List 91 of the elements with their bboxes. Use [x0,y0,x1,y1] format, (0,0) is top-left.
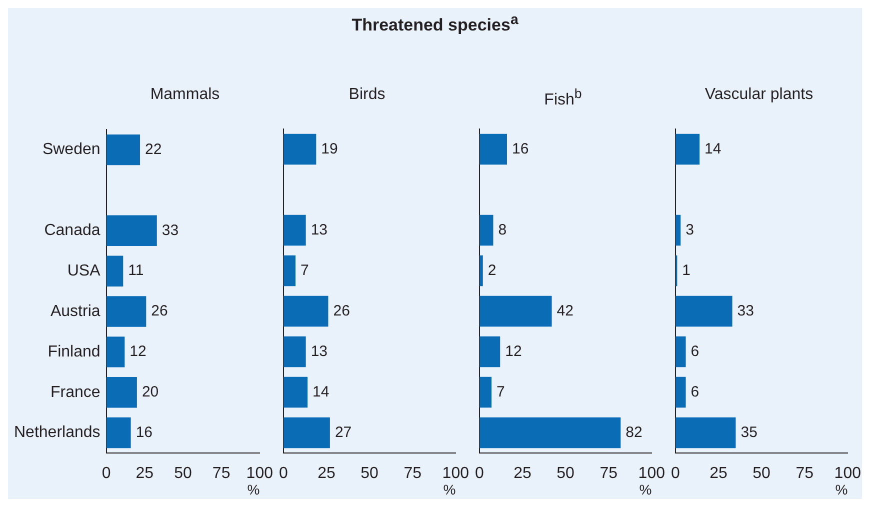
bar [479,376,492,408]
x-tick-label: 75 [600,465,618,482]
y-tick-label: France [50,384,100,401]
y-tick-label: USA [67,262,101,280]
x-tick-label: 0 [670,465,680,482]
y-tick-label: Finland [48,343,100,360]
data-label: 26 [151,302,168,320]
data-label: 7 [300,262,309,279]
bar [106,377,137,408]
data-label: 2 [488,262,496,279]
data-label: 13 [310,342,328,360]
x-tick-label: 100 [638,465,666,482]
bar [283,296,328,327]
data-label: 42 [556,302,574,320]
data-label: 13 [310,221,328,238]
bar [283,255,296,286]
bar [106,215,157,246]
bar [283,336,306,368]
data-label: 7 [496,383,505,400]
x-tick-label: 75 [796,465,814,482]
bar [283,376,308,408]
x-tick-label: 25 [514,465,532,482]
chart-title: Mammals [149,86,221,105]
x-axis-title: % [247,481,260,498]
data-label: 12 [130,343,146,360]
data-label: 8 [498,221,507,238]
x-tick-label: 50 [556,465,575,482]
x-tick-label: 0 [474,465,484,482]
bar [675,134,700,165]
x-tick-label: 0 [102,465,111,482]
bar [106,336,125,368]
bar [675,417,736,448]
data-label: 3 [686,221,694,238]
chart-title: Fish$^{b}$ [543,86,583,110]
bar [106,256,124,286]
bar [479,214,494,246]
y-tick-label: Austria [50,302,100,320]
data-label: 6 [690,342,700,360]
data-label: 20 [142,384,159,401]
bar [675,214,681,246]
bar [106,417,131,448]
data-label: 82 [626,424,642,441]
bar [106,296,146,327]
data-label: 27 [334,424,352,441]
chart-title: Birds [348,86,386,105]
bar [479,417,621,448]
data-label: 12 [505,342,522,360]
x-tick-label: 75 [212,465,230,482]
y-tick-label: Canada [44,222,100,240]
x-tick-label: 100 [246,465,274,482]
bar [283,417,330,448]
bar [479,255,483,286]
chart-title: Vascular plants [704,86,814,105]
x-tick-label: 50 [174,465,192,482]
text: Threatened species$^{a}$ [350,12,520,36]
data-label: 14 [312,383,330,400]
data-label: 33 [737,302,754,320]
data-label: 33 [162,222,179,239]
y-tick-label: Netherlands [14,424,100,442]
bar [106,134,140,166]
x-tick-label: 75 [404,465,422,482]
data-label: 11 [128,262,144,280]
data-label: 14 [704,140,722,158]
bar [675,296,732,327]
data-label: 26 [333,302,350,320]
data-label: 35 [740,424,758,441]
data-label: 22 [145,140,162,158]
x-tick-label: 50 [752,465,771,482]
bar [479,336,500,368]
bar [675,336,686,368]
data-label: 16 [512,140,529,158]
x-axis-title: % [443,481,456,498]
data-label: 6 [690,383,700,400]
data-label: 19 [321,140,338,158]
y-tick-label: Sweden [42,141,100,158]
data-label: 1 [682,262,691,279]
x-tick-label: 100 [834,465,862,482]
x-tick-label: 25 [710,465,728,482]
bar [675,376,686,408]
x-tick-label: 25 [318,465,336,482]
x-tick-label: 0 [278,465,288,482]
x-tick-label: 50 [360,465,379,482]
x-axis-title: % [639,481,652,498]
x-tick-label: 25 [136,465,154,482]
bar [283,134,316,165]
data-label: 16 [136,424,152,441]
bar [479,296,552,327]
bar [479,134,507,165]
x-axis-title: % [835,481,848,498]
bar [283,214,306,246]
x-tick-label: 100 [442,465,470,482]
